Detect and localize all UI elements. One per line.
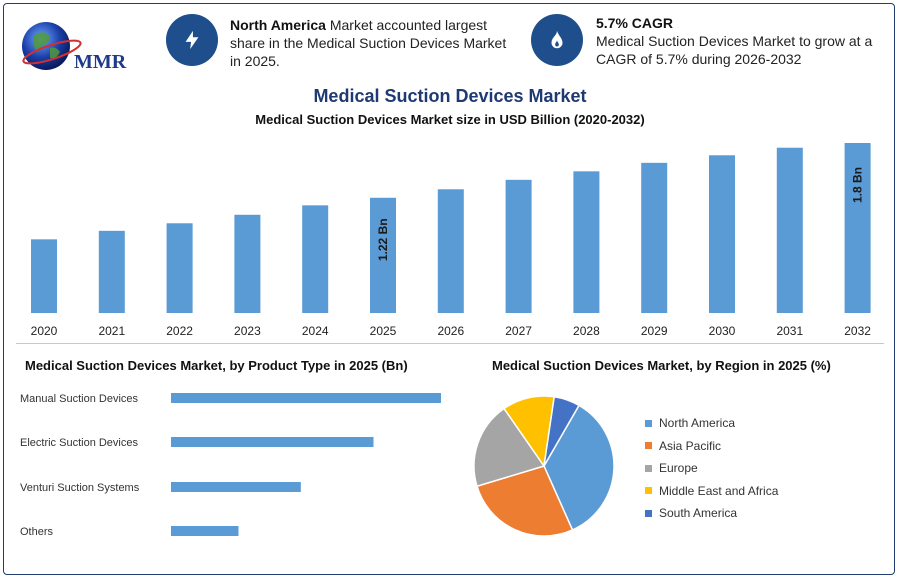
legend-item: Asia Pacific — [645, 435, 778, 458]
stat-1-bold: North America — [230, 17, 326, 33]
bar-2031 — [776, 147, 803, 313]
stat-text-1: North America Market accounted largest s… — [230, 16, 520, 70]
bar-2022 — [166, 223, 193, 313]
x-tick-label: 2032 — [844, 324, 871, 338]
x-tick-label: 2020 — [31, 324, 58, 338]
x-tick-label: 2021 — [98, 324, 125, 338]
x-tick-label: 2025 — [370, 324, 397, 338]
bar-2024 — [302, 205, 329, 313]
legend-label: Europe — [659, 461, 698, 476]
legend-swatch — [645, 487, 652, 495]
flame-icon — [551, 30, 563, 49]
legend-swatch — [645, 419, 652, 427]
mmr-logo: MMR — [16, 16, 136, 76]
legend-swatch — [645, 509, 652, 517]
main-chart-title: Medical Suction Devices Market — [313, 86, 587, 106]
legend-label: South America — [659, 506, 738, 521]
bar-2026 — [437, 189, 464, 313]
bar-2023 — [234, 214, 261, 313]
logo-text: MMR — [74, 51, 127, 73]
legend-swatch — [645, 464, 652, 472]
bar-2025 — [370, 197, 396, 313]
bar-data-label: 1.8 Bn — [851, 167, 865, 203]
x-tick-label: 2028 — [573, 324, 600, 338]
bar-data-label: 1.22 Bn — [376, 218, 390, 261]
region-chart-title: Medical Suction Devices Market, by Regio… — [492, 358, 831, 373]
legend-label: North America — [659, 416, 736, 431]
bar-2028 — [573, 171, 600, 313]
legend-item: South America — [645, 502, 778, 525]
stat-icon-circle-1 — [166, 14, 218, 66]
x-tick-label: 2022 — [166, 324, 193, 338]
x-tick-label: 2029 — [641, 324, 668, 338]
bar-2027 — [505, 179, 532, 313]
legend-item: North America — [645, 412, 778, 435]
x-tick-label: 2031 — [776, 324, 803, 338]
bar-2020 — [31, 239, 57, 313]
infographic-frame — [3, 3, 895, 575]
lightning-icon — [185, 30, 199, 50]
x-tick-label: 2026 — [437, 324, 464, 338]
section-divider — [16, 343, 884, 344]
stat-icon-circle-2 — [531, 14, 583, 66]
product-type-chart-title: Medical Suction Devices Market, by Produ… — [25, 358, 408, 373]
legend-item: Middle East and Africa — [645, 480, 778, 503]
legend-label: Asia Pacific — [659, 438, 722, 453]
legend-label: Middle East and Africa — [659, 483, 779, 498]
legend-swatch — [645, 442, 652, 450]
stat-1-body: Market accounted largest share in the Me… — [230, 17, 507, 69]
bar-2030 — [709, 155, 735, 313]
stat-text-2: 5.7% CAGR Medical Suction Devices Market … — [596, 14, 881, 68]
x-tick-label: 2027 — [505, 324, 532, 338]
bar-2029 — [641, 162, 668, 313]
market-size-bar-chart: 2020 2021 2022 2023 2024 2025 1.22 Bn 2026 2027 2… — [31, 143, 871, 338]
x-tick-label: 2023 — [234, 324, 261, 338]
legend-item: Europe — [645, 457, 778, 480]
x-tick-label: 2024 — [302, 324, 329, 338]
bar-2021 — [98, 230, 125, 313]
main-chart-subtitle: Medical Suction Devices Market size in U… — [255, 112, 645, 127]
stat-2-bold: 5.7% CAGR — [596, 15, 674, 31]
stat-2-body: Medical Suction Devices Market to grow a… — [596, 33, 873, 67]
bar-2032 — [844, 143, 871, 313]
region-legend: North America Asia Pacific Europe Middle Ea… — [645, 412, 778, 525]
x-tick-label: 2030 — [709, 324, 736, 338]
